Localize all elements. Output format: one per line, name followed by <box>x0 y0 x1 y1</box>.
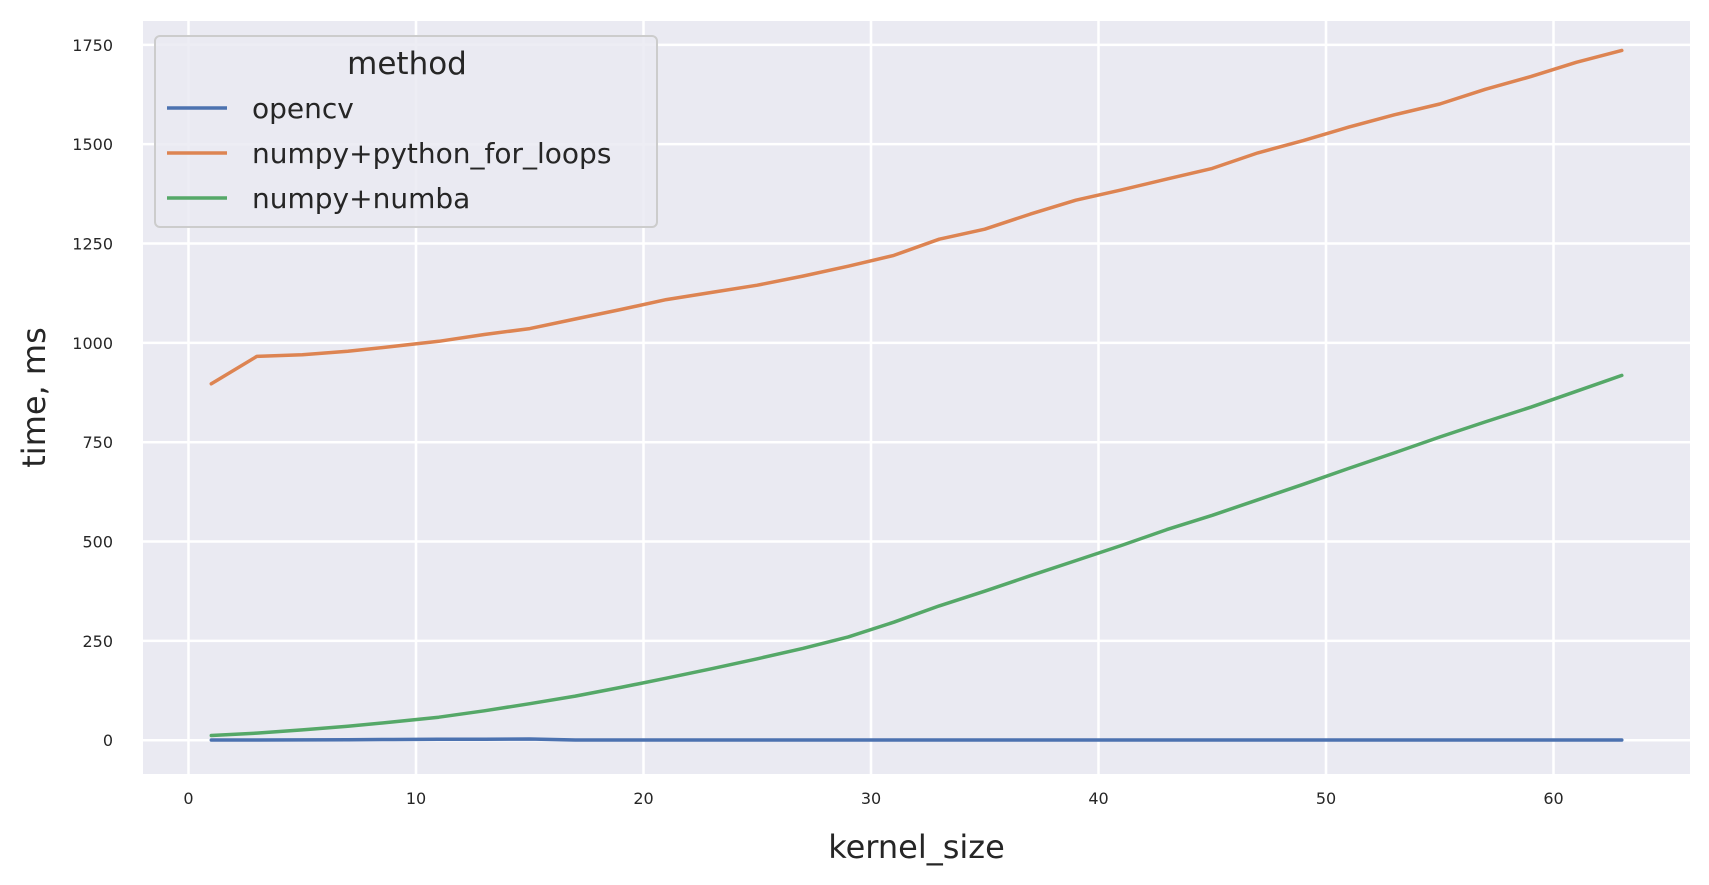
x-tick-label: 40 <box>1088 789 1108 808</box>
x-tick-labels: 0 10 20 30 40 50 60 <box>183 789 1563 808</box>
series-lines <box>209 48 1624 742</box>
x-tick-label: 30 <box>861 789 881 808</box>
series-line-opencv <box>209 737 1624 742</box>
series-line-numpy+numba <box>209 373 1624 738</box>
x-tick-label: 10 <box>406 789 426 808</box>
x-tick-label: 20 <box>633 789 653 808</box>
legend-label: numpy+python_for_loops <box>252 137 611 170</box>
x-tick-label: 60 <box>1543 789 1563 808</box>
y-axis-label: time, ms <box>15 327 53 467</box>
y-tick-label: 1750 <box>72 36 113 55</box>
y-tick-label: 1250 <box>72 235 113 254</box>
legend-title: method <box>347 46 467 82</box>
x-tick-label: 50 <box>1316 789 1336 808</box>
y-tick-label: 750 <box>82 433 113 452</box>
y-tick-label: 500 <box>82 533 113 552</box>
legend-box <box>154 35 658 228</box>
y-tick-label: 250 <box>82 632 113 651</box>
y-tick-labels: 0 250 500 750 1000 1250 1500 1750 <box>72 36 113 750</box>
legend-items: opencv numpy+python_for_loops numpy+numba <box>167 92 611 215</box>
series-line-numpy+python_for_loops <box>209 48 1624 386</box>
y-tick-label: 0 <box>103 731 113 750</box>
x-axis-label: kernel_size <box>828 828 1005 866</box>
y-tick-label: 1500 <box>72 135 113 154</box>
legend-label: numpy+numba <box>252 182 470 215</box>
x-tick-label: 0 <box>183 789 193 808</box>
y-tick-label: 1000 <box>72 334 113 353</box>
legend: method opencv numpy+python_for_loopsnumpy… <box>154 35 658 228</box>
legend-label: opencv <box>252 92 354 125</box>
